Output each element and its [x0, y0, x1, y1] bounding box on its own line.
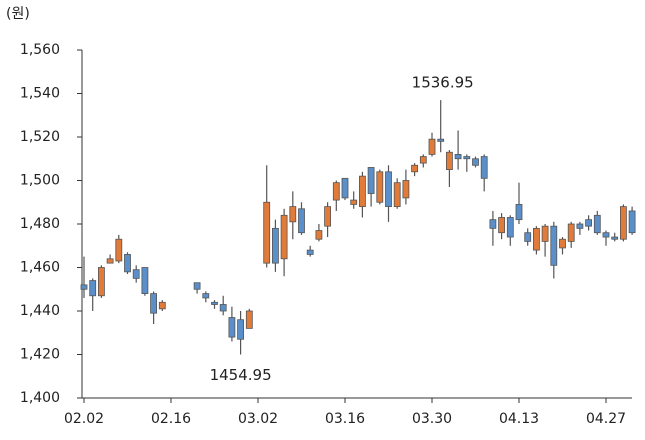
- candle-body: [393, 182, 401, 208]
- candle-body: [132, 269, 140, 279]
- candle-body: [367, 167, 375, 194]
- candle-body: [506, 217, 514, 238]
- x-tick-label: 03.16: [325, 411, 365, 427]
- candle-body: [80, 284, 88, 290]
- candle-body: [280, 214, 288, 260]
- x-tick-label: 03.30: [412, 411, 452, 427]
- candle-body: [158, 301, 166, 310]
- candle-body: [341, 177, 349, 199]
- candle-body: [150, 293, 158, 314]
- y-tick-label: 1,420: [20, 347, 60, 363]
- candle-body: [411, 164, 419, 173]
- candle-body: [593, 214, 601, 234]
- y-tick-label: 1,400: [20, 390, 60, 406]
- y-tick-label: 1,460: [20, 260, 60, 276]
- candle-body: [193, 282, 201, 290]
- candle-body: [271, 227, 279, 264]
- candle-body: [298, 208, 305, 234]
- candle-body: [402, 180, 410, 199]
- candle-body: [89, 280, 97, 297]
- y-tick-label: 1,540: [20, 86, 60, 102]
- candle-body: [385, 171, 392, 208]
- candle-body: [219, 304, 227, 312]
- candle-body: [541, 225, 549, 242]
- x-tick-label: 04.27: [586, 411, 626, 427]
- candle-body: [428, 138, 436, 155]
- candle-body: [628, 210, 636, 234]
- y-tick-label: 1,500: [20, 173, 60, 189]
- candle-body: [376, 171, 384, 203]
- candle-body: [358, 175, 366, 207]
- candle-body: [437, 138, 445, 142]
- candle-body: [306, 249, 314, 255]
- candle-body: [585, 219, 592, 227]
- y-tick-label: 1,560: [20, 42, 60, 58]
- candle-body: [419, 156, 427, 164]
- candle-body: [472, 158, 479, 166]
- candle-body: [315, 230, 323, 240]
- x-tick-label: 03.02: [238, 411, 278, 427]
- candle-body: [141, 267, 149, 295]
- candle-body: [567, 223, 575, 242]
- x-tick-label: 04.13: [499, 411, 539, 427]
- candle-body: [559, 238, 566, 249]
- candle-body: [124, 254, 131, 273]
- x-tick-label: 02.02: [64, 411, 104, 427]
- candle-body: [498, 217, 506, 234]
- candle-body: [106, 258, 114, 264]
- candle-body: [480, 156, 488, 179]
- candle-body: [98, 267, 105, 297]
- candle-body: [332, 182, 340, 201]
- candle-body: [211, 301, 218, 305]
- max-annotation: 1536.95: [412, 74, 474, 92]
- candle-body: [245, 310, 253, 329]
- x-tick-label: 02.16: [151, 411, 191, 427]
- candle-body: [489, 219, 497, 229]
- candle-body: [228, 317, 236, 338]
- y-tick-label: 1,520: [20, 129, 60, 145]
- candle-body: [324, 206, 332, 227]
- y-tick-label: 1,440: [20, 303, 60, 319]
- candle-body: [289, 206, 297, 223]
- candle-body: [611, 236, 619, 240]
- candle-body: [454, 153, 462, 160]
- candle-body: [115, 238, 123, 262]
- candle-body: [533, 227, 540, 251]
- candle-body: [576, 223, 584, 229]
- min-annotation: 1454.95: [210, 366, 272, 384]
- candle-body: [202, 293, 210, 299]
- y-tick-label: 1,480: [20, 216, 60, 232]
- candle-body: [550, 225, 558, 266]
- candle-body: [263, 201, 271, 264]
- candle-body: [237, 319, 245, 340]
- candle-body: [445, 151, 453, 171]
- candle-body: [524, 232, 532, 242]
- candle-body: [602, 232, 610, 238]
- candle-body: [463, 156, 471, 160]
- y-axis-unit: (원): [6, 6, 30, 22]
- candle-body: [620, 206, 627, 240]
- candle-body: [350, 199, 358, 205]
- candle-body: [515, 204, 523, 221]
